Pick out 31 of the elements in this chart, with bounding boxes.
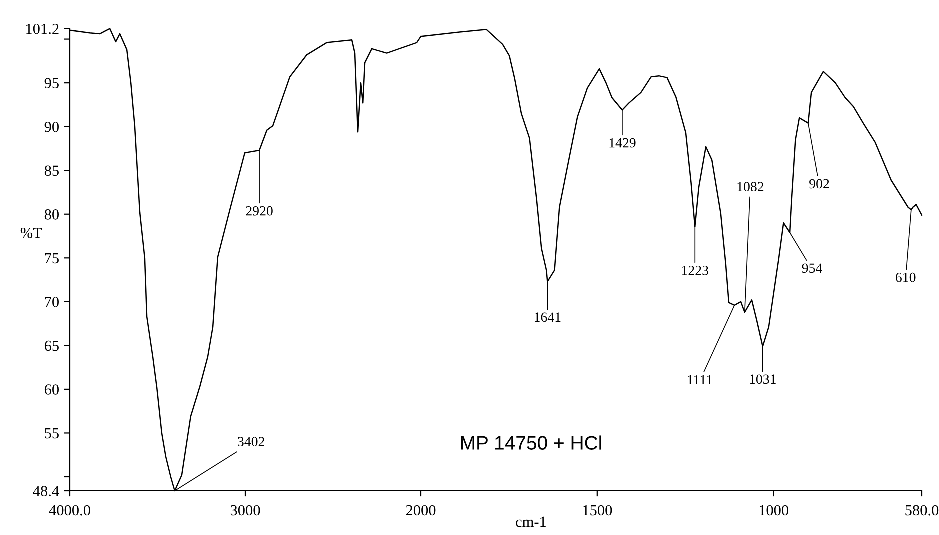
y-tick-label: 70 [45, 297, 59, 308]
annotation: 1082 [738, 182, 764, 192]
annotation: 1429 [610, 138, 636, 148]
annotation: 2920 [246, 206, 273, 216]
x-tick-label: 1500 [583, 505, 612, 516]
y-tick-label: 48.4 [33, 486, 60, 497]
x-tick-label: 2000 [406, 505, 436, 516]
y-tick-label: 60 [44, 384, 59, 395]
y-axis-title: %T [20, 228, 42, 238]
y-tick-label: 95 [44, 78, 59, 89]
annotation: 954 [802, 264, 822, 274]
y-tick-label: 80 [44, 210, 59, 220]
annotation: 610 [896, 272, 916, 282]
y-tick-label: 65 [44, 340, 59, 352]
annotation: 1223 [682, 266, 708, 276]
x-tick-label: 580.0 [906, 505, 939, 516]
y-tick-label: 101.2 [26, 24, 59, 34]
annotation: MP 14750 + HCl [461, 436, 602, 450]
y-tick-label: 90 [44, 122, 59, 132]
y-tick-label: 75 [45, 253, 59, 264]
x-tick-label: 1000 [760, 505, 789, 516]
annotation: 902 [810, 179, 830, 189]
annotation: 1111 [688, 375, 712, 384]
x-tick-label: 3000 [230, 505, 260, 516]
annotation: 1031 [750, 374, 776, 384]
x-tick-label: 4000.0 [49, 505, 90, 516]
y-tick-label: 55 [45, 428, 59, 439]
annotation: 3402 [238, 437, 264, 447]
annotation: 1641 [534, 312, 561, 322]
y-tick-label: 85 [44, 166, 59, 176]
x-axis-title: cm-1 [516, 516, 546, 528]
